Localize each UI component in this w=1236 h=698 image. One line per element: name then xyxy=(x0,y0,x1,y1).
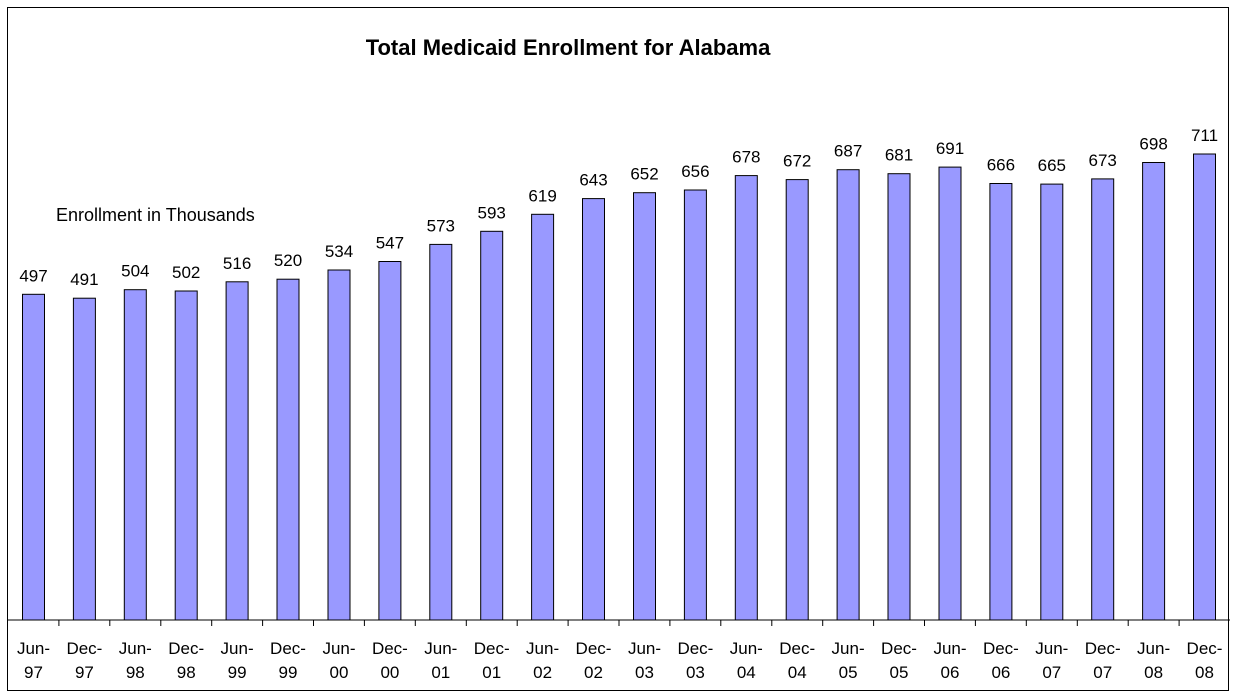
data-label: 691 xyxy=(936,139,964,158)
x-tick-label: Dec-97 xyxy=(66,639,102,682)
bar xyxy=(327,269,351,621)
data-label: 666 xyxy=(987,156,1015,175)
x-tick-label: Dec-98 xyxy=(168,639,204,682)
x-tick-label: Jun-06 xyxy=(933,639,966,682)
chart-subtitle: Enrollment in Thousands xyxy=(56,205,255,225)
data-label: 687 xyxy=(834,142,862,161)
x-tick-label: Dec-99 xyxy=(270,639,306,682)
bar xyxy=(378,261,402,621)
bar xyxy=(582,198,605,621)
bar xyxy=(1091,178,1115,621)
data-label: 502 xyxy=(172,263,200,282)
data-label: 678 xyxy=(732,148,760,167)
bar xyxy=(989,183,1013,621)
bar xyxy=(938,166,962,621)
bar xyxy=(1040,183,1064,621)
bar xyxy=(429,243,453,621)
bar xyxy=(734,175,758,621)
data-label: 652 xyxy=(630,165,658,184)
data-label: 698 xyxy=(1139,135,1167,154)
bar xyxy=(480,230,504,621)
bar xyxy=(72,297,96,621)
x-tick-label: Jun-07 xyxy=(1035,639,1068,682)
x-tick-label: Jun-03 xyxy=(628,639,661,682)
data-label: 665 xyxy=(1038,156,1066,175)
bar xyxy=(22,293,45,621)
x-tick-label: Jun-97 xyxy=(17,639,50,682)
x-tick-label: Jun-00 xyxy=(322,639,355,682)
x-tick-label: Jun-01 xyxy=(424,639,457,682)
bar xyxy=(887,173,911,621)
x-tick-label: Dec-04 xyxy=(779,639,815,682)
data-label: 673 xyxy=(1089,151,1117,170)
data-label: 672 xyxy=(783,152,811,171)
x-tick-label: Dec-05 xyxy=(881,639,917,682)
data-label: 593 xyxy=(478,203,506,222)
x-tick-label: Dec-01 xyxy=(474,639,510,682)
x-tick-label: Jun-99 xyxy=(221,639,254,682)
x-tick-label: Dec-07 xyxy=(1085,639,1121,682)
bar xyxy=(123,289,147,621)
data-label: 681 xyxy=(885,146,913,165)
data-label: 656 xyxy=(681,162,709,181)
x-tick-label: Jun-02 xyxy=(526,639,559,682)
data-label: 534 xyxy=(325,242,353,261)
x-tick-label: Jun-08 xyxy=(1137,639,1170,682)
data-label: 643 xyxy=(579,171,607,190)
bar xyxy=(1193,153,1216,621)
bar xyxy=(836,169,860,621)
data-label: 516 xyxy=(223,254,251,273)
data-label: 491 xyxy=(70,270,98,289)
x-tick-label: Dec-03 xyxy=(677,639,713,682)
bar xyxy=(683,189,707,621)
data-label: 504 xyxy=(121,262,149,281)
chart-title: Total Medicaid Enrollment for Alabama xyxy=(365,35,771,60)
data-label: 547 xyxy=(376,234,404,253)
x-tick-label: Dec-00 xyxy=(372,639,408,682)
data-label: 711 xyxy=(1191,126,1218,145)
x-tick-label: Jun-98 xyxy=(119,639,152,682)
chart-frame xyxy=(7,7,1229,691)
x-tick-label: Jun-05 xyxy=(832,639,865,682)
bar xyxy=(633,192,656,621)
x-tick-label: Dec-06 xyxy=(983,639,1019,682)
data-label: 619 xyxy=(528,186,556,205)
bar xyxy=(225,281,249,621)
data-label: 573 xyxy=(427,216,455,235)
data-label: 520 xyxy=(274,251,302,270)
bar xyxy=(276,278,300,621)
bar xyxy=(785,179,809,621)
bar xyxy=(531,213,555,621)
bar xyxy=(1142,162,1166,621)
bar xyxy=(174,290,198,621)
x-tick-label: Dec-02 xyxy=(576,639,612,682)
data-label: 497 xyxy=(19,266,47,285)
x-tick-label: Dec-08 xyxy=(1187,639,1223,682)
x-tick-label: Jun-04 xyxy=(730,639,763,682)
